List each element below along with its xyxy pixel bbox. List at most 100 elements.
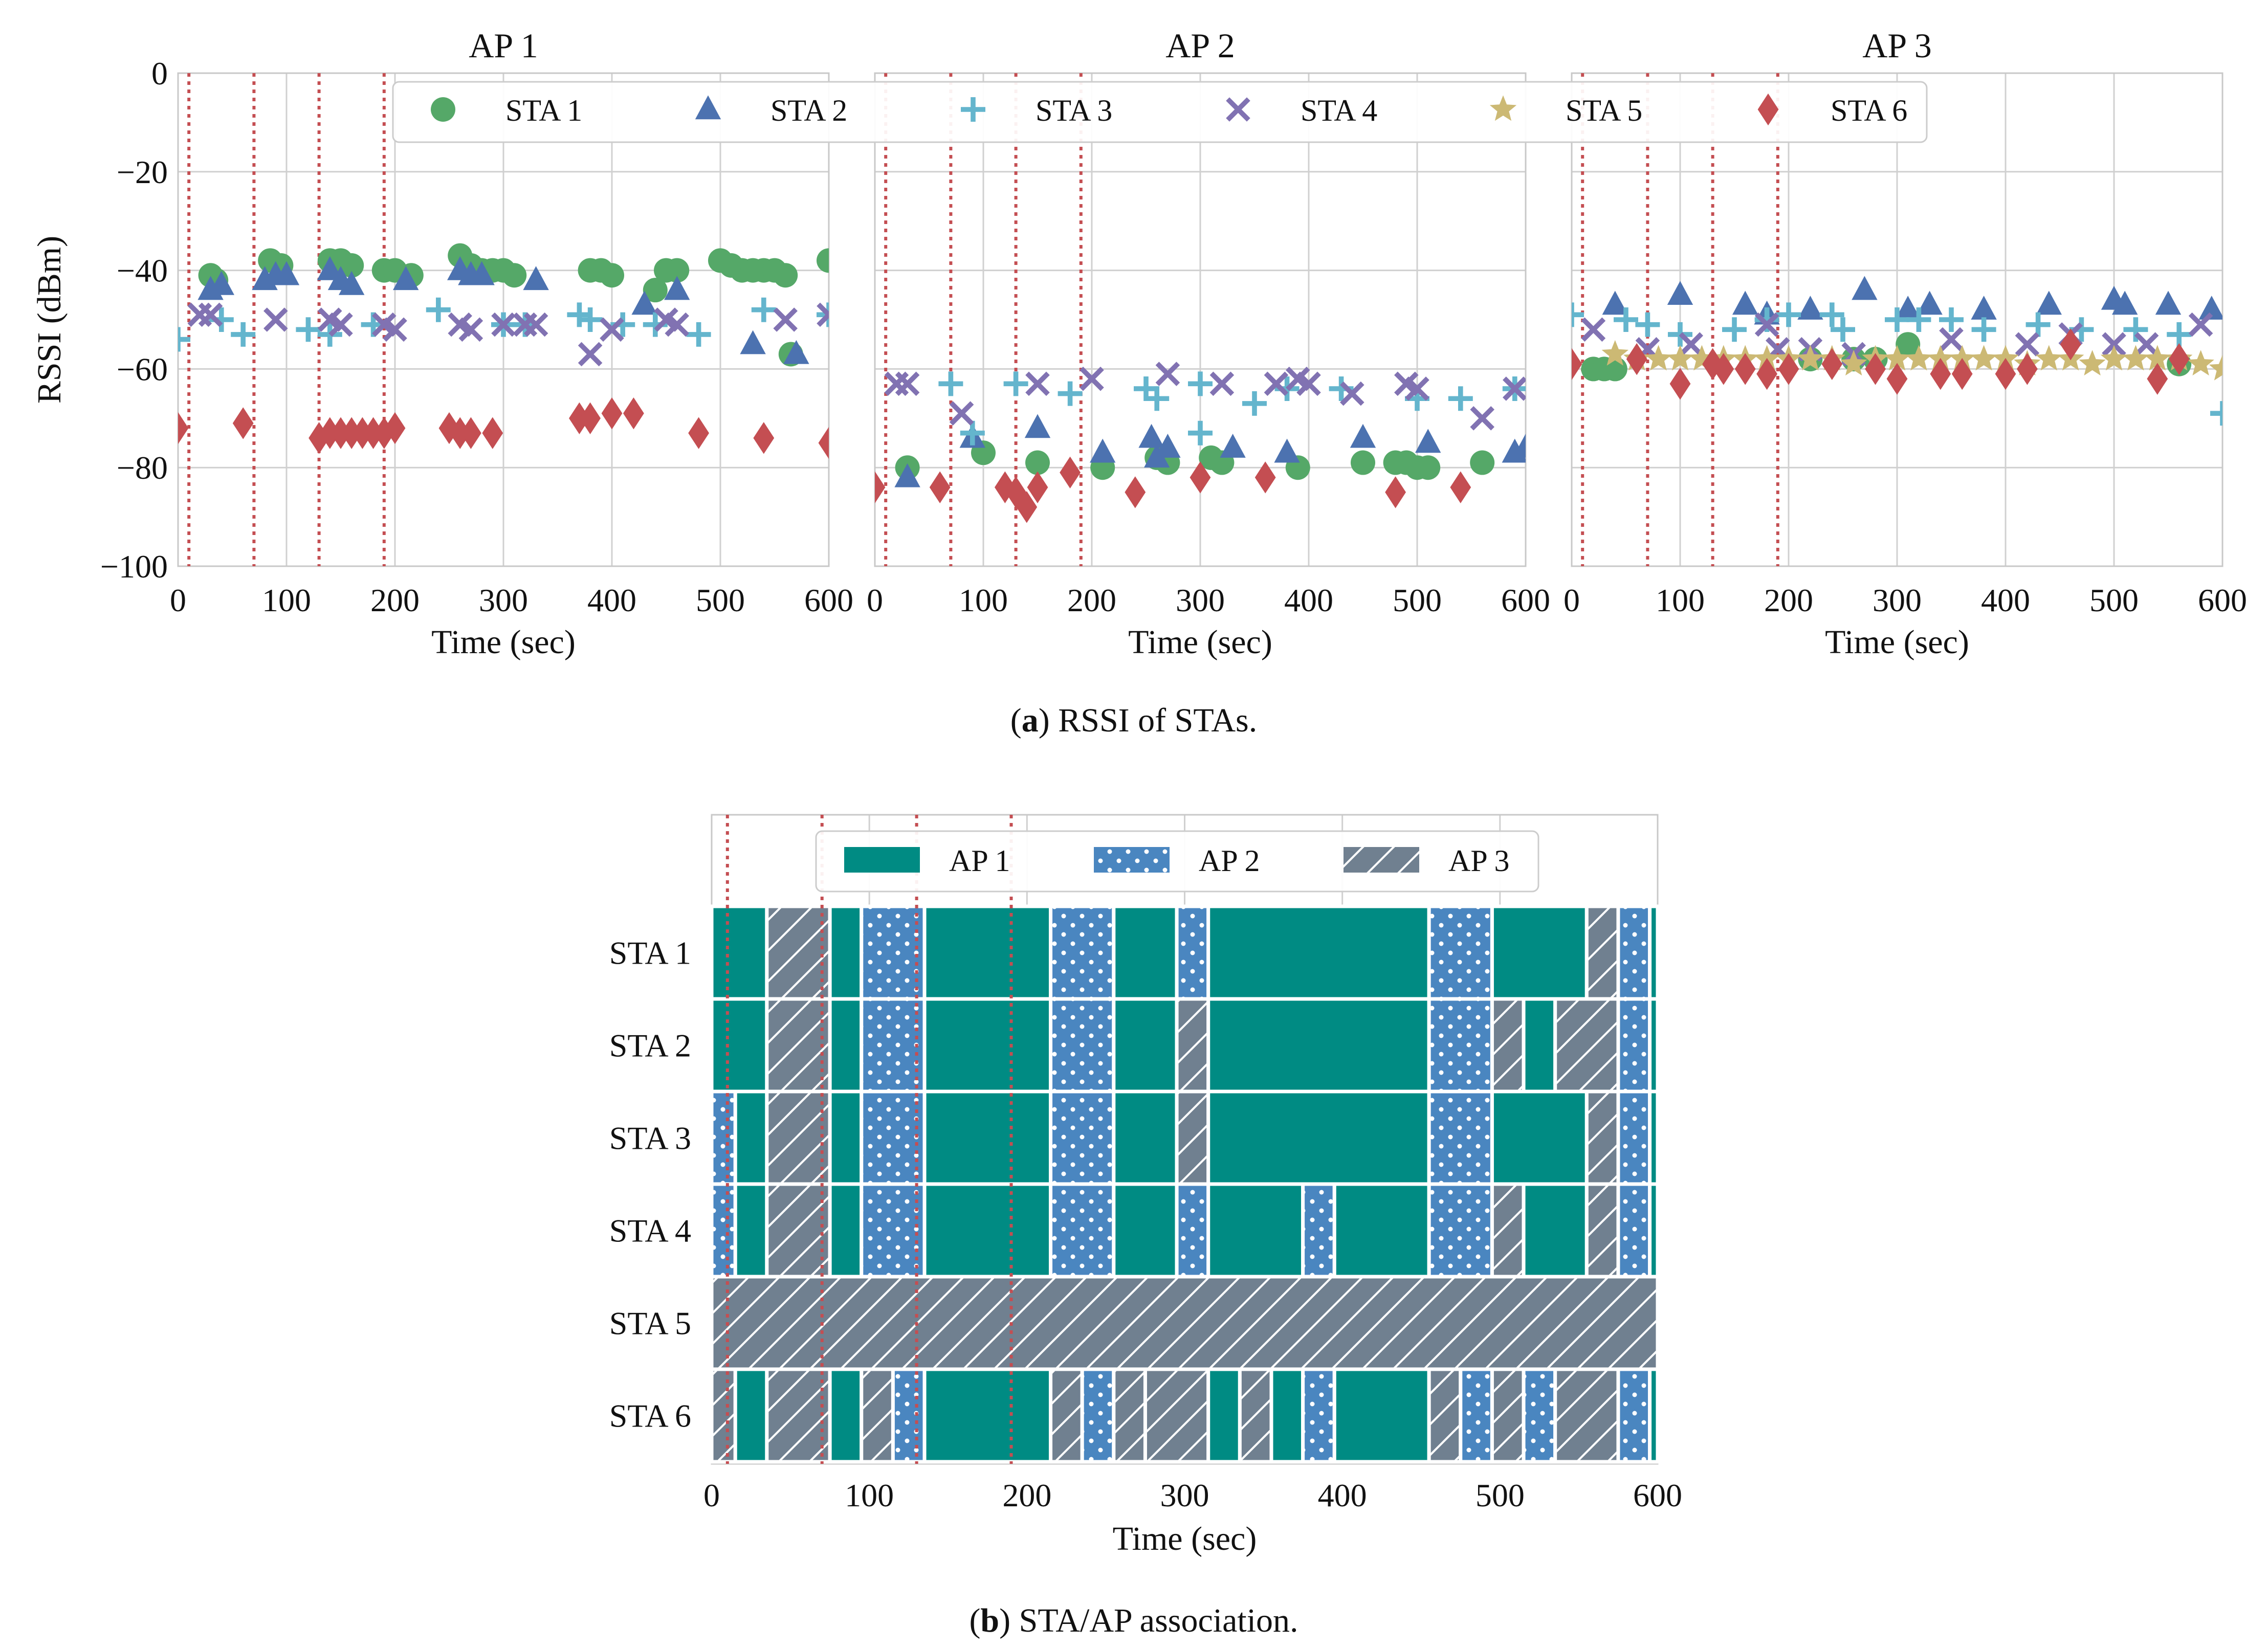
point-sta-4 xyxy=(600,317,624,342)
point-sta-4 xyxy=(895,371,920,396)
x-tick-label: 100 xyxy=(262,582,311,618)
legend-label: STA 4 xyxy=(1301,94,1377,127)
point-sta-3 xyxy=(1635,312,1660,337)
association-segment-ap-1 xyxy=(710,997,769,1094)
point-sta-4 xyxy=(383,317,407,342)
point-sta-2 xyxy=(317,256,343,280)
association-segment-ap-1 xyxy=(1648,1089,1660,1186)
point-sta-2 xyxy=(1512,434,1526,458)
legend-label: STA 5 xyxy=(1566,94,1642,127)
caption-b-text: STA/AP association. xyxy=(1019,1602,1298,1639)
association-segment-ap-3 xyxy=(765,1089,832,1186)
point-sta-5 xyxy=(1883,345,1911,371)
x-tick-label: 600 xyxy=(1501,582,1550,618)
point-sta-1 xyxy=(502,263,527,288)
x-tick-label: 200 xyxy=(1764,582,1813,618)
point-sta-5 xyxy=(1840,350,1867,376)
point-sta-1 xyxy=(1025,450,1050,475)
point-sta-2 xyxy=(2155,291,2182,315)
point-sta-6 xyxy=(363,417,384,449)
point-sta-1 xyxy=(600,263,624,288)
legend-marker-sta-5 xyxy=(1489,95,1517,121)
x-tick-label: 500 xyxy=(1476,1477,1525,1513)
point-sta-5 xyxy=(1949,345,1976,371)
point-sta-2 xyxy=(740,330,766,354)
association-segment-ap-2 xyxy=(1616,1182,1652,1279)
x-tick-label: 100 xyxy=(845,1477,894,1513)
point-sta-2 xyxy=(1024,414,1051,438)
association-segment-ap-1 xyxy=(1206,1182,1305,1279)
point-sta-3 xyxy=(296,317,321,342)
point-sta-6 xyxy=(1450,471,1471,503)
point-sta-3 xyxy=(178,327,190,352)
point-sta-6 xyxy=(1060,456,1081,489)
association-segment-ap-2 xyxy=(1427,997,1494,1094)
row-sta-1: STA 1 xyxy=(609,904,1660,1001)
legend-marker-sta-1 xyxy=(431,97,455,122)
point-sta-3 xyxy=(960,420,985,445)
point-sta-6 xyxy=(2017,353,2038,385)
point-sta-3 xyxy=(1058,381,1083,406)
point-sta-3 xyxy=(2210,401,2222,426)
row-sta-6: STA 6 xyxy=(609,1367,1660,1464)
association-segment-ap-2 xyxy=(710,1089,737,1186)
point-sta-6 xyxy=(818,427,829,459)
panel-title: AP 3 xyxy=(1862,26,1931,65)
x-tick-label: 400 xyxy=(1318,1477,1367,1513)
point-sta-5 xyxy=(1905,345,1932,371)
association-segment-ap-3 xyxy=(1584,1089,1620,1186)
x-tick-label: 400 xyxy=(1981,582,2030,618)
association-segment-ap-1 xyxy=(828,1367,864,1464)
point-sta-2 xyxy=(1917,291,1943,315)
association-segment-ap-2 xyxy=(1175,904,1210,1001)
association-segment-ap-3 xyxy=(1553,1367,1620,1464)
x-tick-label: 0 xyxy=(170,582,186,618)
y-tick-label: −60 xyxy=(117,351,168,387)
legend-label: STA 3 xyxy=(1036,94,1112,127)
legend-label: STA 1 xyxy=(505,94,582,127)
point-sta-3 xyxy=(231,322,256,347)
association-chart: STA 1 STA 2 STA 3 STA 4 STA 5 STA 6 0 100 200 300… xyxy=(609,814,1682,1557)
association-segment-ap-2 xyxy=(1459,1367,1494,1464)
point-sta-3 xyxy=(686,322,711,347)
row-label: STA 6 xyxy=(609,1398,691,1434)
row-label: STA 2 xyxy=(609,1028,691,1064)
row-sta-2: STA 2 xyxy=(609,997,1660,1094)
association-segment-ap-3 xyxy=(765,1367,832,1464)
association-segment-ap-1 xyxy=(1648,1367,1660,1464)
x-tick-label: 200 xyxy=(1067,582,1116,618)
association-segment-ap-1 xyxy=(1522,1182,1589,1279)
association-segment-ap-2 xyxy=(860,997,927,1094)
association-segment-ap-1 xyxy=(828,997,864,1094)
association-segment-ap-1 xyxy=(1206,1089,1431,1186)
point-sta-6 xyxy=(2060,328,2081,361)
point-sta-4 xyxy=(1503,376,1526,401)
point-sta-1 xyxy=(643,278,668,303)
legend-box xyxy=(815,830,1539,893)
point-sta-2 xyxy=(2198,296,2222,320)
point-sta-6 xyxy=(2168,343,2190,375)
point-sta-4 xyxy=(949,401,974,426)
point-sta-4 xyxy=(2134,332,2159,356)
association-segment-ap-3 xyxy=(1490,1182,1526,1279)
point-sta-6 xyxy=(1865,353,1886,385)
point-sta-2 xyxy=(894,463,920,487)
point-sta-3 xyxy=(1144,386,1170,411)
association-segment-ap-3 xyxy=(710,1275,1660,1371)
x-tick-label: 600 xyxy=(2198,582,2247,618)
point-sta-6 xyxy=(569,402,590,434)
point-sta-4 xyxy=(2015,332,2040,356)
x-tick-label: 300 xyxy=(479,582,528,618)
point-sta-6 xyxy=(623,397,644,430)
point-sta-6 xyxy=(449,417,471,449)
point-sta-4 xyxy=(1025,371,1050,396)
point-sta-2 xyxy=(2112,291,2138,315)
row-sta-5: STA 5 xyxy=(609,1275,1660,1371)
point-sta-3 xyxy=(1939,307,1964,332)
legend-label: STA 2 xyxy=(770,94,847,127)
point-sta-5 xyxy=(1797,345,1824,371)
point-sta-4 xyxy=(1679,332,1703,356)
point-sta-6 xyxy=(1254,461,1276,494)
point-sta-5 xyxy=(2079,350,2106,376)
point-sta-6 xyxy=(753,422,775,454)
